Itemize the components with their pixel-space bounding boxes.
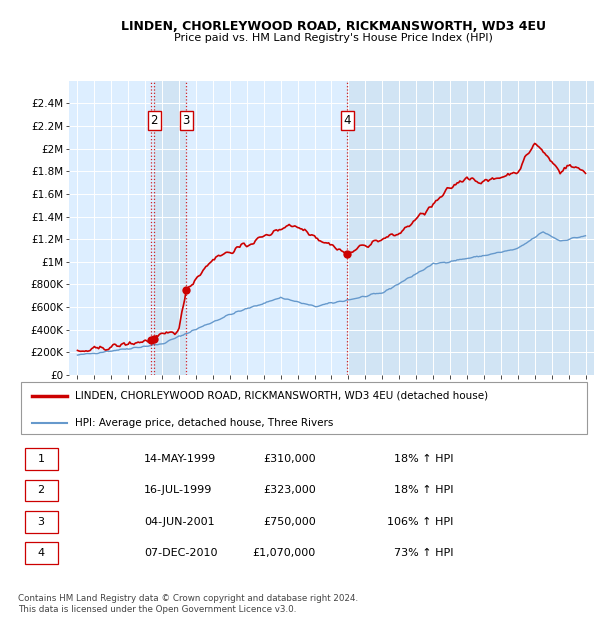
Text: 14-MAY-1999: 14-MAY-1999 (144, 454, 217, 464)
Text: £310,000: £310,000 (263, 454, 316, 464)
Text: 1: 1 (37, 454, 44, 464)
Text: 4: 4 (343, 114, 351, 127)
Text: Contains HM Land Registry data © Crown copyright and database right 2024.
This d: Contains HM Land Registry data © Crown c… (18, 595, 358, 614)
Text: 2: 2 (151, 114, 158, 127)
Text: 04-JUN-2001: 04-JUN-2001 (144, 517, 215, 527)
FancyBboxPatch shape (25, 479, 58, 502)
Text: 18% ↑ HPI: 18% ↑ HPI (394, 485, 454, 495)
Text: 3: 3 (37, 517, 44, 527)
Text: 4: 4 (37, 548, 44, 558)
Text: 16-JUL-1999: 16-JUL-1999 (144, 485, 212, 495)
Text: 07-DEC-2010: 07-DEC-2010 (144, 548, 218, 558)
FancyBboxPatch shape (25, 448, 58, 470)
FancyBboxPatch shape (25, 542, 58, 564)
Text: 106% ↑ HPI: 106% ↑ HPI (387, 517, 454, 527)
Text: £1,070,000: £1,070,000 (253, 548, 316, 558)
Text: LINDEN, CHORLEYWOOD ROAD, RICKMANSWORTH, WD3 4EU: LINDEN, CHORLEYWOOD ROAD, RICKMANSWORTH,… (121, 20, 545, 32)
Text: LINDEN, CHORLEYWOOD ROAD, RICKMANSWORTH, WD3 4EU (detached house): LINDEN, CHORLEYWOOD ROAD, RICKMANSWORTH,… (76, 391, 488, 401)
Bar (347, 81, 594, 375)
Text: HPI: Average price, detached house, Three Rivers: HPI: Average price, detached house, Thre… (76, 418, 334, 428)
Text: £323,000: £323,000 (263, 485, 316, 495)
Text: 73% ↑ HPI: 73% ↑ HPI (394, 548, 454, 558)
FancyBboxPatch shape (25, 511, 58, 533)
Text: £750,000: £750,000 (263, 517, 316, 527)
Text: 18% ↑ HPI: 18% ↑ HPI (394, 454, 454, 464)
Text: 2: 2 (37, 485, 44, 495)
Text: 3: 3 (182, 114, 190, 127)
Text: Price paid vs. HM Land Registry's House Price Index (HPI): Price paid vs. HM Land Registry's House … (173, 33, 493, 43)
FancyBboxPatch shape (21, 383, 587, 434)
Bar (154, 81, 186, 375)
